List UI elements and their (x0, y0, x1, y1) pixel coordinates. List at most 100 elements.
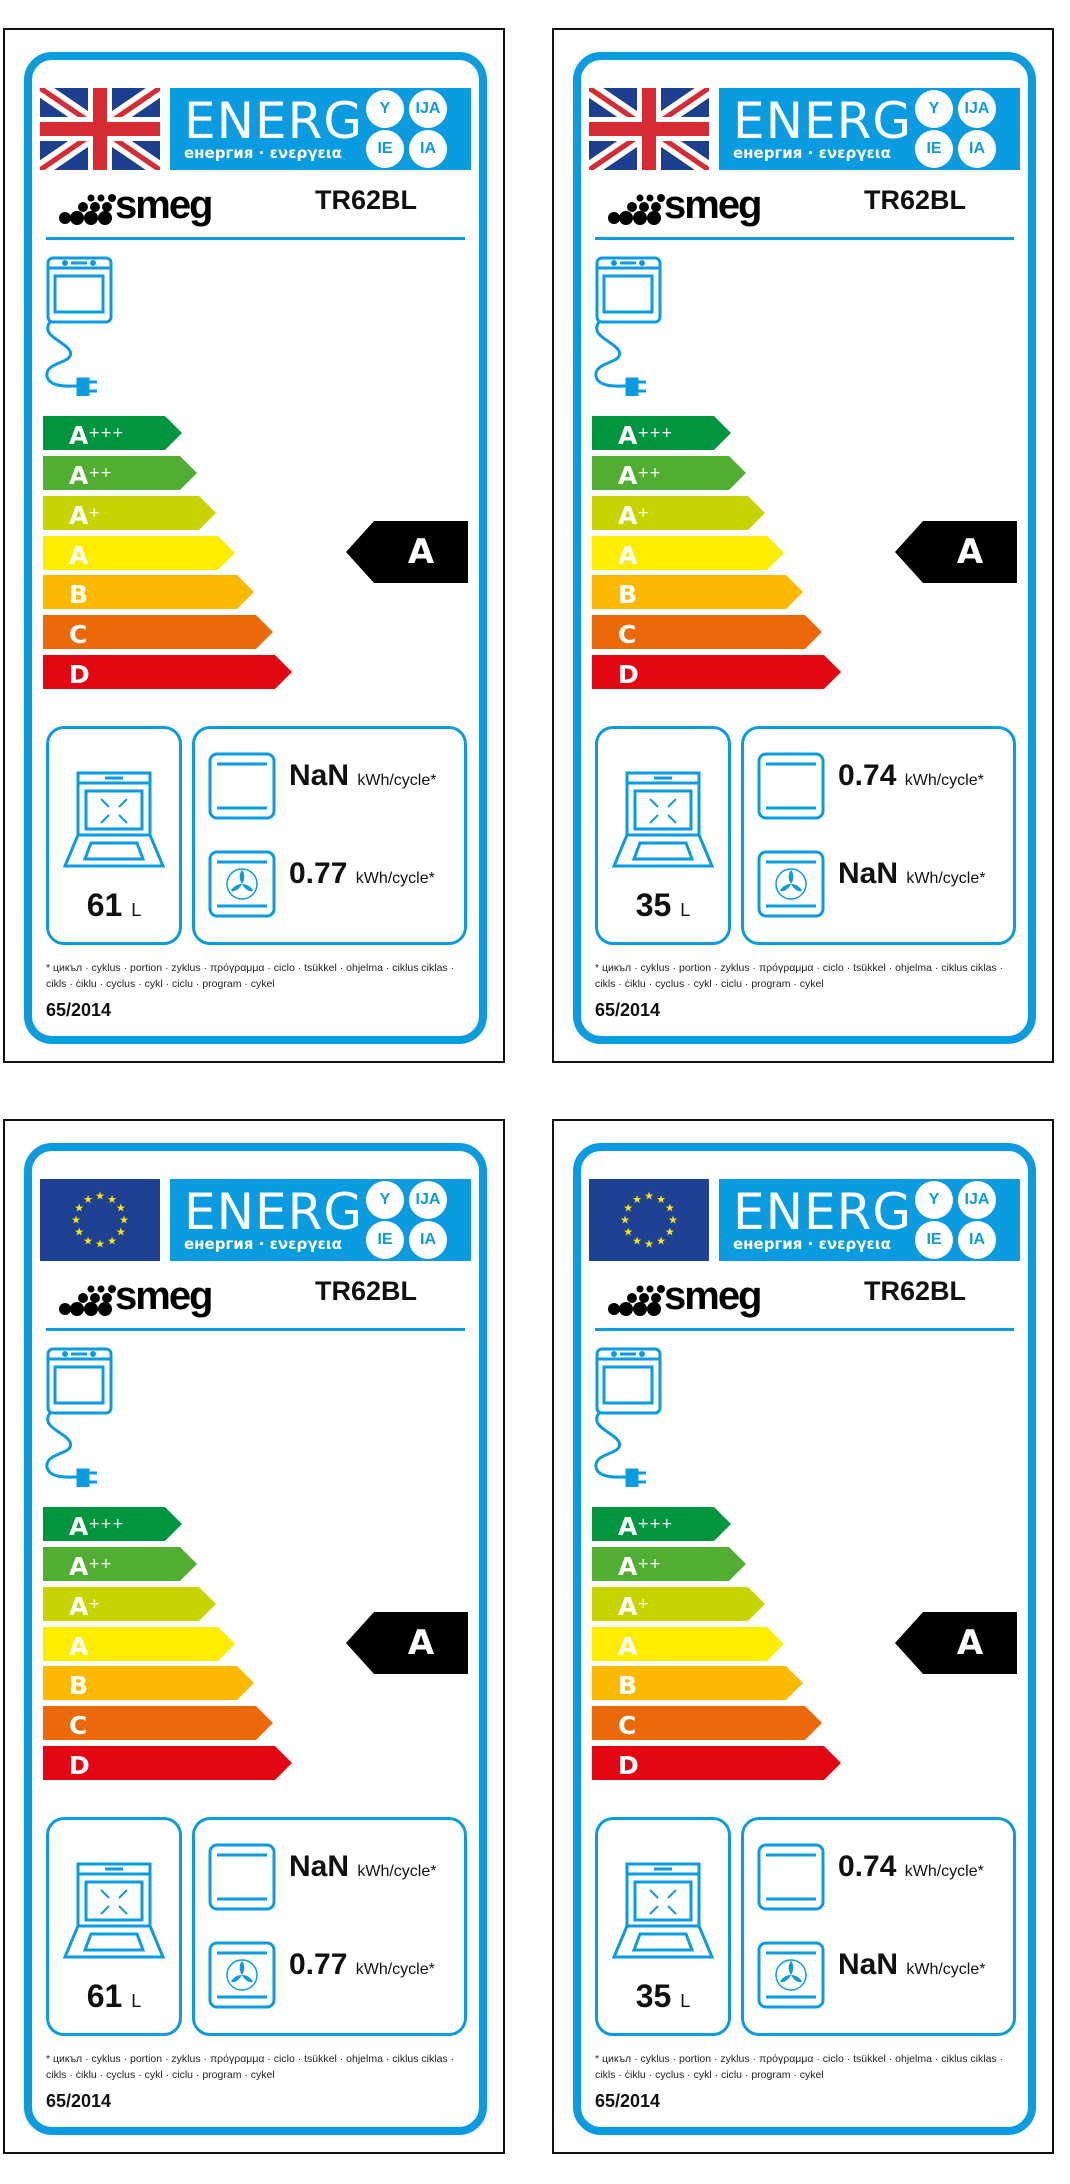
efficiency-class-bar: A+ (592, 496, 765, 530)
energy-subtitle: енергия · ενεργεια (184, 1235, 342, 1253)
footnote: * цикъл · cyklus · portion · zyklus · πρ… (595, 2053, 1004, 2081)
svg-text:★: ★ (74, 1203, 84, 1215)
uk-flag-icon (40, 88, 160, 170)
fan-consumption: 0.77 kWh/cycle* (289, 857, 435, 890)
energy-label: ENERG енергия · ενεργεια Y IJA IE IA sme… (3, 28, 505, 1063)
brand-text: smeg (115, 1274, 212, 1318)
conventional-consumption: 0.74 kWh/cycle* (838, 759, 984, 792)
divider (595, 237, 1014, 240)
rating-arrow: A (346, 1612, 468, 1674)
efficiency-class-bar: A+++ (592, 1507, 731, 1541)
brand-text: smeg (664, 1274, 761, 1318)
efficiency-class-bar: C (43, 615, 273, 649)
brand-text: smeg (664, 183, 761, 227)
energy-title: ENERG (184, 92, 364, 150)
energy-label: ★ ★ ★ ★ ★ ★ ★ ★ ★ ★ ★ ★ ENERG енергия · ενεργεια Y … (552, 1119, 1054, 2154)
eu-flag-icon: ★ ★★★★★★★★★★★ (589, 1179, 709, 1261)
volume-value: 61 L (86, 887, 142, 923)
svg-text:★: ★ (107, 1194, 117, 1206)
uk-flag-icon (589, 88, 709, 170)
energy-label: ENERG енергия · ενεργεια Y IJA IE IA sme… (552, 28, 1054, 1063)
oven-volume-icon (63, 1862, 166, 1959)
efficiency-class-bar: A (592, 536, 784, 570)
lang-badge: IA (409, 130, 447, 168)
fan-consumption: NaN kWh/cycle* (838, 1948, 986, 1981)
model-number: TR62BL (315, 185, 418, 215)
efficiency-class-bar: A (43, 536, 235, 570)
conventional-heating-icon (208, 752, 276, 820)
efficiency-class-bar: D (43, 655, 292, 689)
volume-box: 35 L (595, 1817, 731, 2036)
svg-text:★: ★ (644, 1191, 654, 1203)
volume-box: 61 L (46, 1817, 182, 2036)
efficiency-class-bar: A (43, 1627, 235, 1661)
efficiency-class-bar: B (592, 1666, 803, 1700)
efficiency-class-bar: C (43, 1706, 273, 1740)
energy-title: ENERG (184, 1183, 364, 1241)
energy-subtitle: енергия · ενεργεια (733, 144, 891, 162)
efficiency-class-bar: A+++ (592, 416, 731, 450)
consumption-box: NaN kWh/cycle* 0.77 kWh/cycle* (192, 726, 467, 945)
energy-band: ENERG енергия · ενεργεια Y IJA IE IA (719, 1179, 1020, 1261)
lang-badge: IJA (958, 90, 996, 128)
divider (46, 237, 465, 240)
svg-text:★: ★ (620, 1215, 630, 1227)
efficiency-class-bar: C (592, 615, 822, 649)
regulation-number: 65/2014 (46, 1000, 112, 1020)
footnote: * цикъл · cyklus · portion · zyklus · πρ… (46, 962, 455, 990)
brand-text: smeg (115, 183, 212, 227)
lang-badge: IJA (409, 90, 447, 128)
energy-subtitle: енергия · ενεργεια (733, 1235, 891, 1253)
energy-label: ★ ★ ★ ★ ★ ★ ★ ★ ★ ★ ★ ★ ENERG енергия · ενεργεια Y … (3, 1119, 505, 2154)
oven-volume-icon (612, 1862, 715, 1959)
label-frame (24, 52, 487, 1044)
svg-text:★: ★ (107, 1235, 117, 1247)
conventional-consumption: 0.74 kWh/cycle* (838, 1850, 984, 1883)
efficiency-class-bar: A+ (43, 496, 216, 530)
lang-badge: IA (409, 1221, 447, 1259)
conventional-consumption: NaN kWh/cycle* (289, 759, 437, 792)
conventional-heating-icon (757, 1843, 825, 1911)
efficiency-class-bar: A+ (592, 1587, 765, 1621)
regulation-number: 65/2014 (46, 2091, 112, 2111)
lang-badge: IE (915, 130, 953, 168)
consumption-box: NaN kWh/cycle* 0.77 kWh/cycle* (192, 1817, 467, 2036)
smeg-logo: smeg (59, 1274, 214, 1318)
conventional-heating-icon (208, 1843, 276, 1911)
smeg-logo: smeg (608, 1274, 763, 1318)
volume-value: 35 L (635, 1978, 691, 2014)
svg-text:★: ★ (116, 1203, 126, 1215)
svg-text:★: ★ (119, 1215, 129, 1227)
svg-text:★: ★ (644, 1239, 654, 1251)
fan-heating-icon (757, 850, 825, 918)
lang-badge: IA (958, 130, 996, 168)
model-number: TR62BL (864, 185, 967, 215)
svg-text:★: ★ (116, 1227, 126, 1239)
oven-volume-icon (612, 771, 715, 868)
lang-badge: IE (915, 1221, 953, 1259)
volume-value: 35 L (635, 887, 691, 923)
svg-text:★: ★ (656, 1194, 666, 1206)
footnote: * цикъл · cyklus · portion · zyklus · πρ… (595, 962, 1004, 990)
volume-box: 61 L (46, 726, 182, 945)
label-frame (573, 1143, 1036, 2135)
svg-text:★: ★ (95, 1191, 105, 1203)
divider (46, 1328, 465, 1331)
efficiency-class-bar: B (43, 1666, 254, 1700)
model-number: TR62BL (315, 1276, 418, 1306)
rating-arrow: A (895, 1612, 1017, 1674)
regulation-number: 65/2014 (595, 1000, 661, 1020)
svg-text:★: ★ (74, 1227, 84, 1239)
lang-badge: Y (915, 1181, 953, 1219)
volume-box: 35 L (595, 726, 731, 945)
model-number: TR62BL (864, 1276, 967, 1306)
fan-heating-icon (208, 1941, 276, 2009)
consumption-box: 0.74 kWh/cycle* NaN kWh/cycle* (741, 726, 1016, 945)
efficiency-class-bar: B (43, 575, 254, 609)
lang-badge: Y (366, 90, 404, 128)
svg-text:★: ★ (632, 1194, 642, 1206)
svg-text:★: ★ (632, 1235, 642, 1247)
fan-heating-icon (208, 850, 276, 918)
energy-title: ENERG (733, 92, 913, 150)
efficiency-class-bar: A++ (43, 1547, 197, 1581)
